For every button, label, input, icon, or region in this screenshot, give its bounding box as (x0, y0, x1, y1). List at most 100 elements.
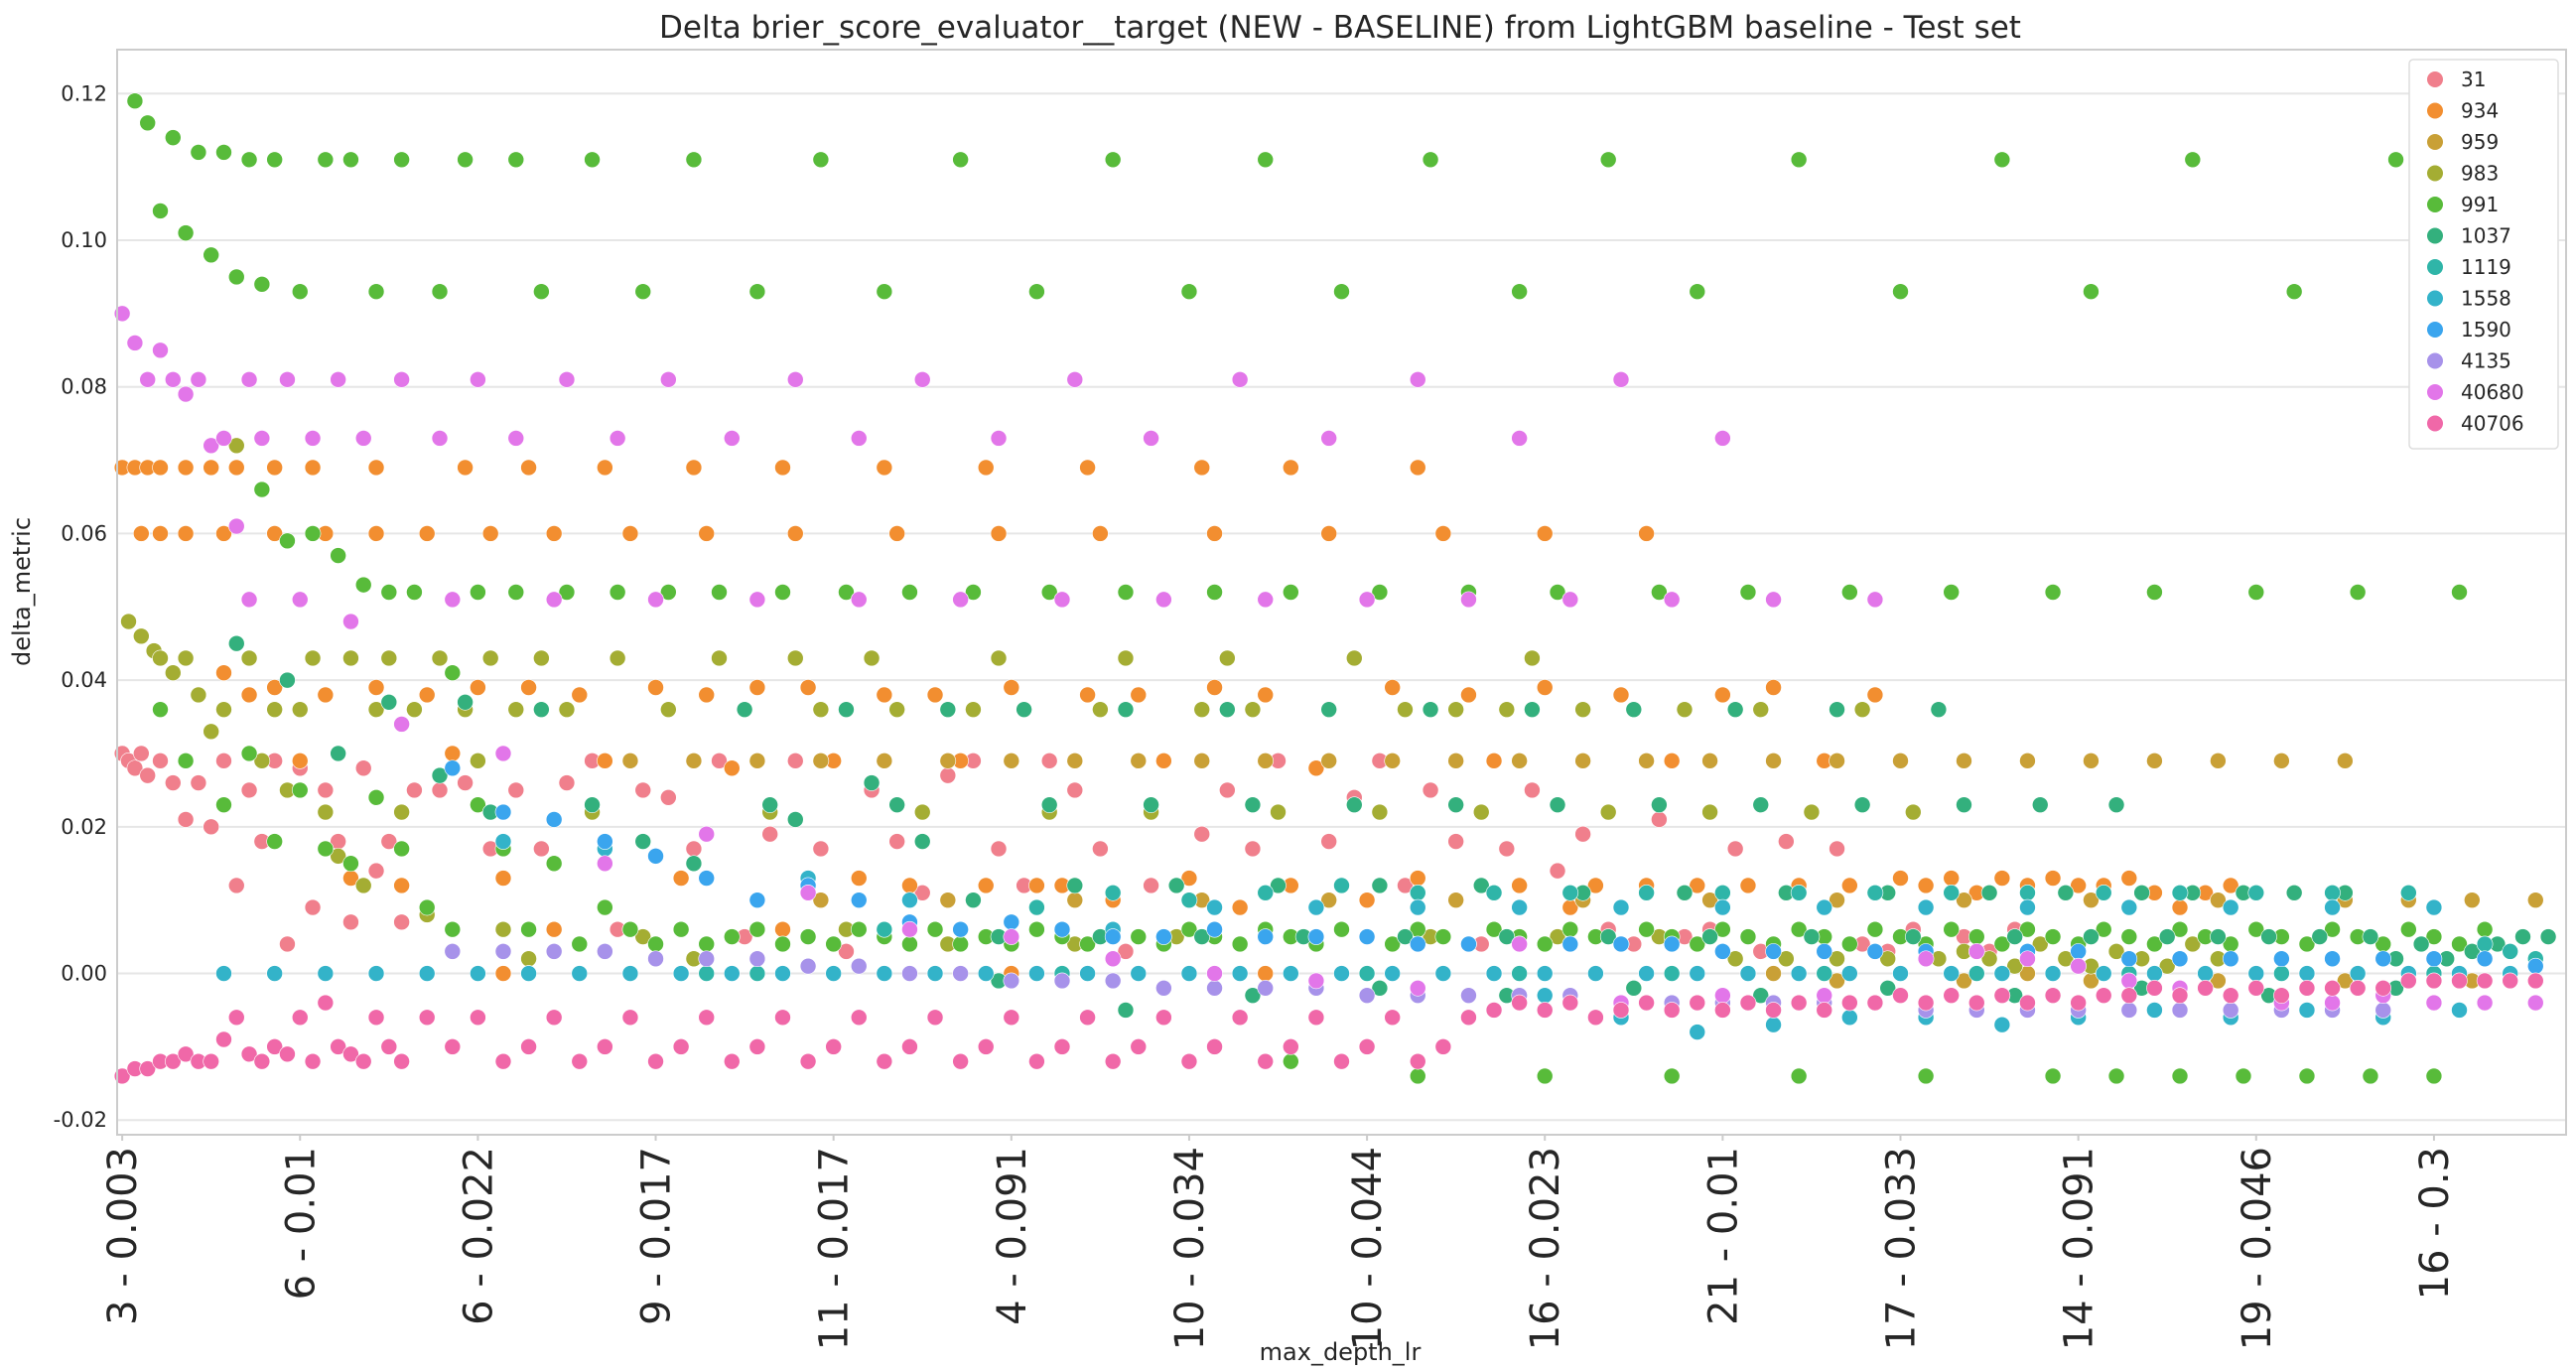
data-point (1790, 994, 1808, 1012)
data-point (1676, 701, 1694, 718)
data-point (431, 649, 449, 667)
data-point (571, 965, 589, 982)
data-point (2095, 965, 2112, 982)
data-point (393, 151, 410, 169)
data-point (2095, 884, 2112, 901)
data-point (545, 811, 563, 828)
x-tick-label: 11 - 0.017 (812, 1147, 858, 1350)
data-point (1980, 884, 1998, 901)
data-point (1003, 1009, 1020, 1027)
data-point (1536, 935, 1554, 953)
data-point (1206, 965, 1223, 982)
data-point (1053, 920, 1071, 938)
data-point (1193, 825, 1211, 843)
data-point (1434, 928, 1452, 945)
data-point (2044, 584, 2062, 601)
data-point (1371, 877, 1389, 894)
legend-label: 959 (2461, 130, 2499, 154)
data-point (431, 283, 449, 301)
data-point (342, 913, 359, 931)
data-point (1104, 884, 1122, 901)
data-point (1841, 994, 1858, 1012)
data-point (1574, 701, 1591, 718)
data-point (2362, 1067, 2379, 1085)
data-point (711, 753, 728, 769)
data-point (1219, 701, 1236, 718)
data-point (2425, 950, 2443, 968)
data-point (393, 371, 410, 388)
data-point (457, 774, 474, 791)
data-point (850, 957, 868, 975)
data-point (133, 627, 150, 645)
data-point (926, 1009, 944, 1027)
data-point (152, 459, 169, 477)
data-point (393, 716, 410, 733)
data-point (1460, 987, 1477, 1004)
data-point (977, 877, 995, 894)
data-point (215, 664, 232, 682)
data-point (2184, 151, 2202, 169)
data-point (1663, 591, 1681, 609)
x-axis-label: max_depth_lr (1260, 1338, 1422, 1366)
data-point (1803, 928, 1821, 945)
data-point (2120, 870, 2138, 887)
data-point (418, 1009, 436, 1027)
data-point (1498, 928, 1516, 945)
data-point (1358, 987, 1376, 1004)
data-point (418, 686, 436, 704)
data-point (1257, 591, 1275, 609)
data-point (913, 803, 931, 821)
data-point (1206, 920, 1223, 938)
data-point (533, 701, 550, 718)
data-point (457, 459, 474, 477)
data-point (1816, 898, 1833, 916)
data-point (1498, 840, 1516, 858)
data-point (1765, 1002, 1782, 1019)
data-point (1956, 892, 1972, 908)
data-point (1447, 892, 1464, 908)
data-point (1549, 796, 1566, 813)
data-point (1397, 701, 1414, 718)
y-tick-label: -0.02 (54, 1108, 107, 1132)
data-point (1244, 840, 1262, 858)
data-point (1092, 701, 1109, 718)
data-point (380, 584, 398, 601)
data-point (1561, 935, 1579, 953)
data-point (342, 1045, 359, 1063)
data-point (2464, 892, 2481, 908)
data-point (1092, 525, 1109, 542)
data-point (1956, 972, 1972, 990)
data-point (1930, 701, 1948, 718)
data-point (2273, 753, 2290, 769)
data-point (1765, 1016, 1782, 1033)
data-point (2210, 972, 2227, 990)
data-point (1803, 803, 1821, 821)
data-point (1283, 459, 1299, 477)
data-point (1917, 898, 1935, 916)
data-point (698, 525, 716, 542)
data-point (1040, 584, 1058, 601)
data-point (317, 965, 335, 982)
data-point (1829, 753, 1845, 769)
data-point (1193, 459, 1211, 477)
data-point (1561, 591, 1579, 609)
data-point (190, 144, 207, 161)
data-point (965, 892, 982, 908)
data-point (1866, 686, 1884, 704)
data-point (634, 781, 652, 799)
data-point (571, 935, 589, 953)
data-point (672, 870, 690, 887)
data-point (1409, 979, 1426, 997)
data-point (253, 1052, 271, 1070)
legend-label: 4135 (2461, 349, 2511, 373)
data-point (1130, 928, 1148, 945)
data-point (545, 855, 563, 873)
data-point (1130, 965, 1148, 982)
data-point (2476, 994, 2494, 1012)
data-point (1511, 430, 1528, 447)
data-point (2210, 892, 2227, 908)
data-point (2311, 928, 2329, 945)
data-point (2273, 987, 2290, 1004)
data-point (1066, 371, 1084, 388)
